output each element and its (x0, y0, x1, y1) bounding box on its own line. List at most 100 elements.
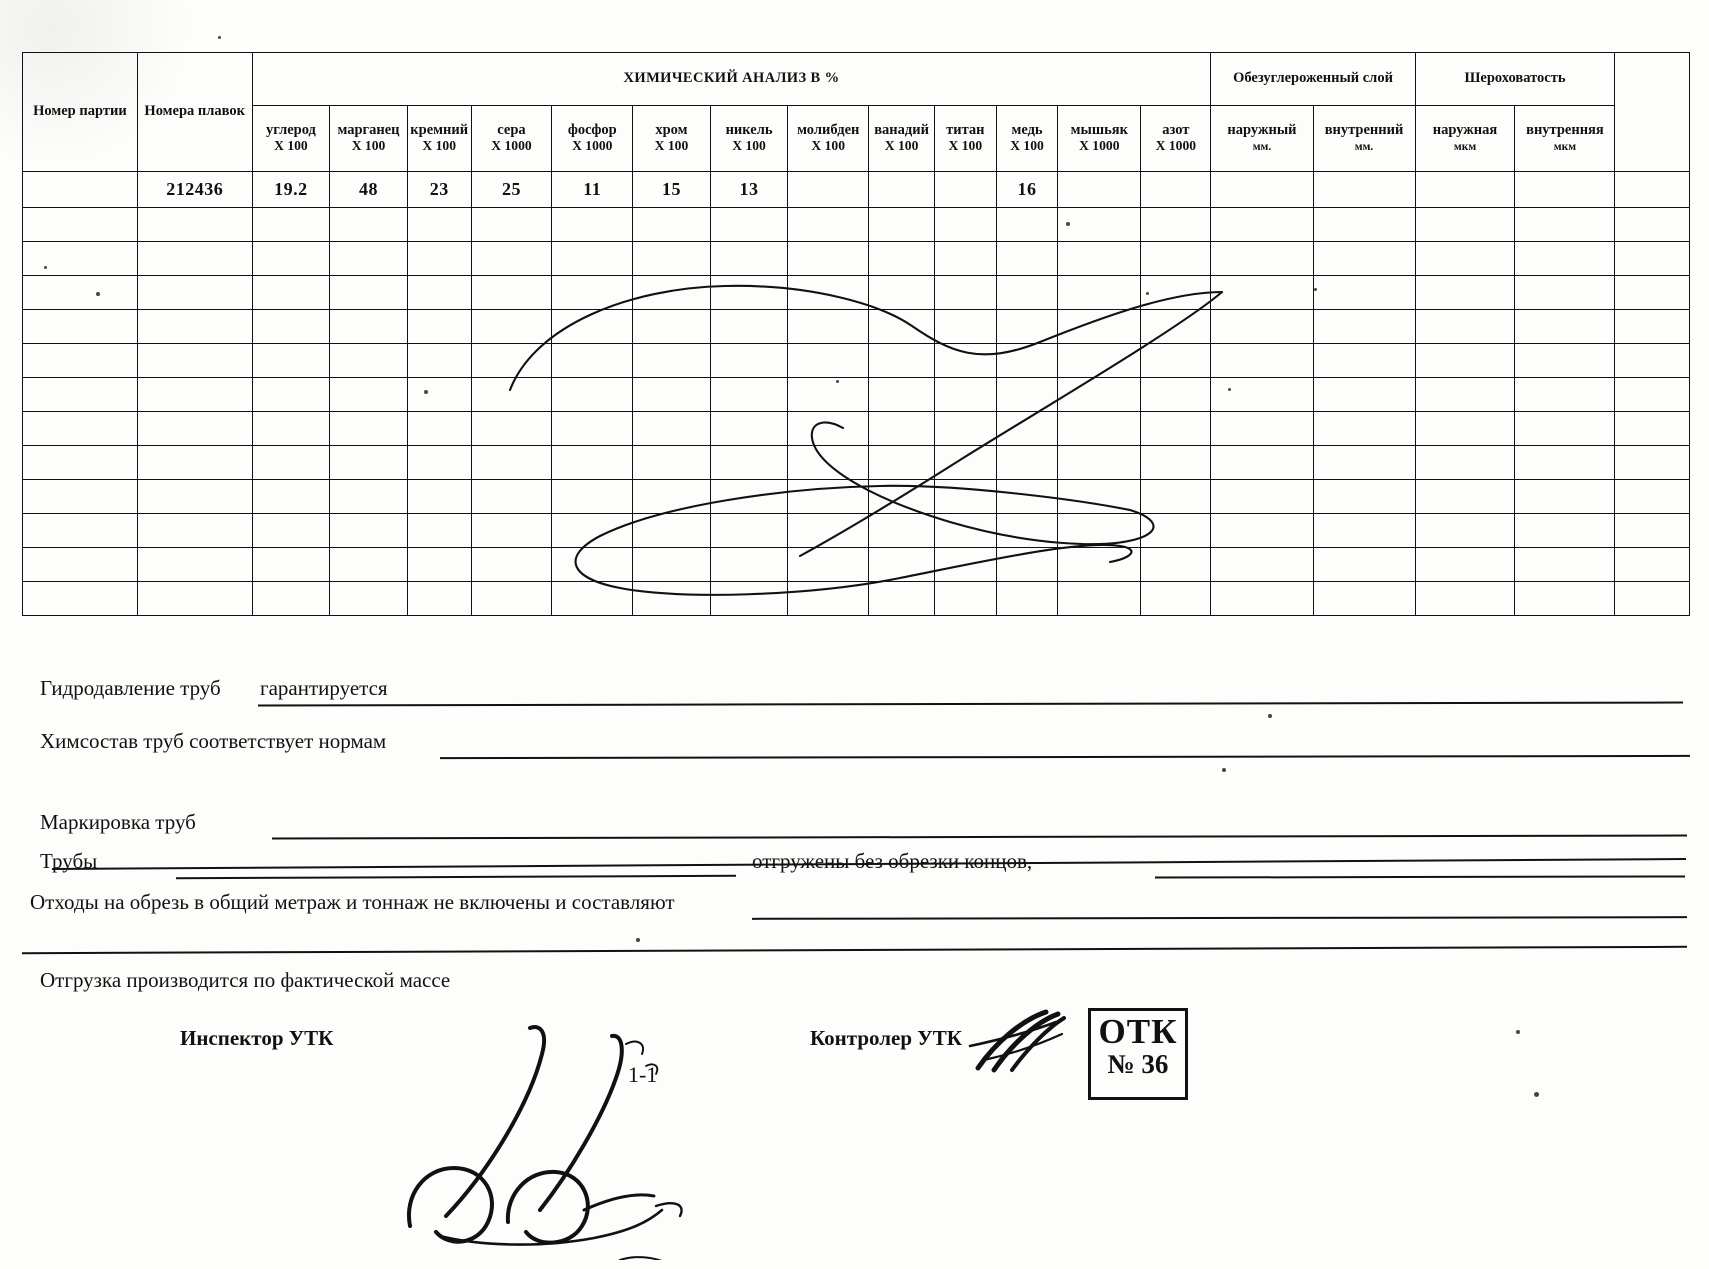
table-cell[interactable] (1210, 207, 1314, 242)
table-cell[interactable] (22, 547, 138, 582)
table-cell[interactable] (934, 241, 997, 276)
table-cell[interactable] (709, 513, 789, 548)
table-cell[interactable] (329, 411, 408, 446)
table-cell[interactable] (787, 171, 870, 208)
table-cell[interactable] (1140, 343, 1212, 378)
table-cell[interactable] (1057, 479, 1142, 514)
table-cell[interactable] (1210, 377, 1314, 412)
table-cell[interactable] (470, 309, 553, 344)
table-cell[interactable] (329, 309, 408, 344)
table-cell[interactable] (995, 411, 1059, 446)
table-cell[interactable] (787, 547, 870, 582)
table-cell[interactable] (1312, 445, 1416, 480)
table-cell[interactable] (1514, 445, 1616, 480)
table-cell[interactable] (1312, 241, 1416, 276)
table-cell[interactable] (251, 275, 331, 310)
table-cell[interactable] (406, 547, 472, 582)
table-cell[interactable] (1140, 171, 1212, 208)
table-cell[interactable] (470, 547, 553, 582)
table-cell[interactable] (551, 343, 634, 378)
table-cell[interactable] (709, 479, 789, 514)
table-cell[interactable] (1614, 309, 1690, 344)
table-cell[interactable] (1140, 207, 1212, 242)
table-cell[interactable] (1210, 309, 1314, 344)
table-cell[interactable] (136, 513, 253, 548)
table-cell[interactable] (868, 275, 936, 310)
table-cell[interactable] (1210, 275, 1314, 310)
table-cell[interactable] (1514, 309, 1616, 344)
table-cell[interactable] (1057, 513, 1142, 548)
table-cell[interactable] (1414, 309, 1516, 344)
table-cell[interactable] (1057, 241, 1142, 276)
table-cell[interactable] (632, 513, 711, 548)
table-cell[interactable] (1312, 547, 1416, 582)
table-cell[interactable] (251, 445, 331, 480)
table-cell[interactable] (868, 241, 936, 276)
table-cell[interactable] (1057, 411, 1142, 446)
table-cell[interactable] (551, 377, 634, 412)
table-cell[interactable] (1414, 547, 1516, 582)
table-cell[interactable] (787, 207, 870, 242)
table-cell[interactable] (251, 309, 331, 344)
table-cell[interactable] (136, 581, 253, 616)
table-cell[interactable] (136, 411, 253, 446)
table-cell[interactable] (995, 547, 1059, 582)
table-cell[interactable] (787, 377, 870, 412)
table-cell[interactable] (709, 411, 789, 446)
table-cell[interactable] (1614, 275, 1690, 310)
table-cell[interactable] (329, 207, 408, 242)
table-cell[interactable] (406, 411, 472, 446)
table-cell[interactable] (329, 275, 408, 310)
table-cell[interactable] (632, 411, 711, 446)
table-cell[interactable] (251, 207, 331, 242)
table-cell[interactable] (1414, 343, 1516, 378)
table-cell[interactable] (868, 171, 936, 208)
table-cell[interactable] (251, 547, 331, 582)
table-cell[interactable] (251, 343, 331, 378)
table-cell[interactable] (1312, 343, 1416, 378)
table-cell[interactable] (1210, 479, 1314, 514)
table-cell[interactable] (22, 171, 138, 208)
table-cell[interactable] (1140, 513, 1212, 548)
table-cell[interactable] (1057, 377, 1142, 412)
table-cell[interactable] (1312, 309, 1416, 344)
table-cell[interactable] (934, 207, 997, 242)
table-cell[interactable] (1614, 411, 1690, 446)
table-cell[interactable] (1210, 547, 1314, 582)
table-cell[interactable] (1514, 547, 1616, 582)
table-cell[interactable] (709, 275, 789, 310)
table-cell[interactable] (995, 377, 1059, 412)
table-cell[interactable] (329, 547, 408, 582)
table-cell[interactable] (470, 581, 553, 616)
table-cell[interactable] (1312, 513, 1416, 548)
table-cell[interactable] (406, 309, 472, 344)
table-cell[interactable] (1312, 479, 1416, 514)
table-cell[interactable] (329, 513, 408, 548)
table-cell[interactable] (787, 309, 870, 344)
table-cell[interactable] (470, 513, 553, 548)
table-cell[interactable] (136, 547, 253, 582)
table-cell[interactable]: 212436 (136, 171, 253, 208)
table-cell[interactable] (787, 411, 870, 446)
table-cell[interactable] (22, 241, 138, 276)
table-cell[interactable] (1140, 241, 1212, 276)
table-cell[interactable] (868, 445, 936, 480)
table-cell[interactable] (1414, 411, 1516, 446)
table-cell[interactable] (1614, 547, 1690, 582)
table-cell[interactable] (251, 377, 331, 412)
table-cell[interactable] (329, 581, 408, 616)
table-cell[interactable] (1614, 445, 1690, 480)
table-cell[interactable] (1210, 581, 1314, 616)
table-cell[interactable] (1414, 479, 1516, 514)
table-cell[interactable] (1414, 171, 1516, 208)
table-cell[interactable] (1414, 445, 1516, 480)
table-cell[interactable] (136, 275, 253, 310)
table-cell[interactable] (329, 377, 408, 412)
table-cell[interactable] (22, 275, 138, 310)
table-cell[interactable] (551, 207, 634, 242)
table-cell[interactable] (22, 581, 138, 616)
table-cell[interactable] (787, 479, 870, 514)
table-cell[interactable] (1210, 343, 1314, 378)
table-cell[interactable] (868, 513, 936, 548)
table-cell[interactable] (1312, 581, 1416, 616)
